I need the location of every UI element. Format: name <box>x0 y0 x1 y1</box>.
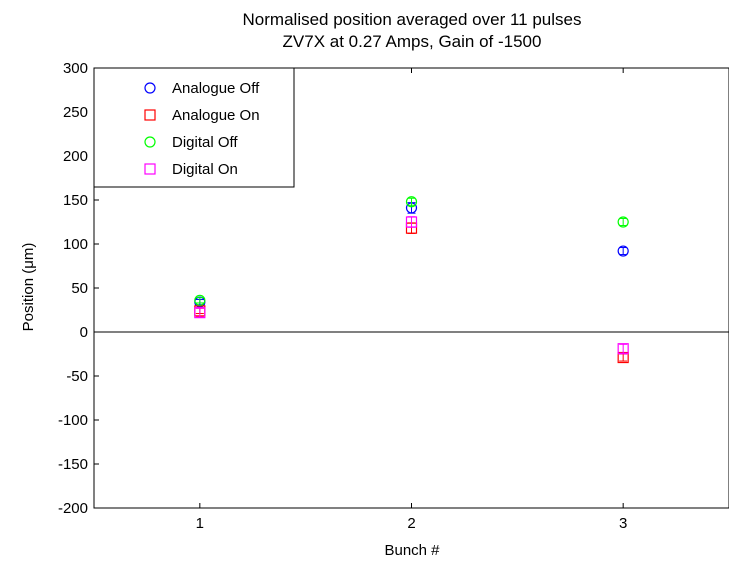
y-tick-label: 50 <box>71 280 88 297</box>
legend-label: Analogue On <box>172 107 260 124</box>
digital-off-point <box>194 294 206 306</box>
digital-on-point <box>405 216 418 228</box>
x-tick-label: 2 <box>407 515 415 532</box>
legend-box <box>93 67 295 188</box>
digital-on-point <box>194 307 206 319</box>
x-axis-label: Bunch # <box>384 542 440 559</box>
digital-on-point <box>617 343 629 355</box>
data-points <box>194 196 629 364</box>
y-tick-label: -50 <box>66 368 88 385</box>
y-tick-label: 150 <box>63 192 88 209</box>
x-tick-label: 3 <box>619 515 627 532</box>
axis-ticks: -200 -150 -100 -50 0 50 100 150 200 250 300 1 2 3 <box>58 60 627 532</box>
y-tick-label: -150 <box>58 456 88 473</box>
digital-off-point <box>405 196 418 208</box>
y-axis-label: Position (μm) <box>20 243 37 332</box>
legend-label: Digital On <box>172 161 238 178</box>
y-tick-label: -100 <box>58 412 88 429</box>
y-tick-label: 200 <box>63 148 88 165</box>
chart-subtitle: ZV7X at 0.27 Amps, Gain of -1500 <box>283 32 542 51</box>
x-tick-label: 1 <box>196 515 204 532</box>
y-tick-label: 100 <box>63 236 88 253</box>
y-tick-label: 0 <box>80 324 88 341</box>
y-tick-label: 300 <box>63 60 88 77</box>
y-tick-label: -200 <box>58 500 88 517</box>
legend-marker <box>144 163 156 175</box>
legend-label: Analogue Off <box>172 80 260 97</box>
y-tick-label: 250 <box>63 104 88 121</box>
legend: Analogue Off Analogue On Digital Off Digita… <box>93 67 295 188</box>
legend-marker <box>144 109 156 121</box>
analogue-off-point <box>617 245 629 257</box>
legend-marker <box>144 82 156 94</box>
digital-off-point <box>617 216 629 228</box>
legend-label: Digital Off <box>172 134 238 151</box>
chart-title: Normalised position averaged over 11 pul… <box>243 10 582 29</box>
legend-marker <box>144 136 156 148</box>
